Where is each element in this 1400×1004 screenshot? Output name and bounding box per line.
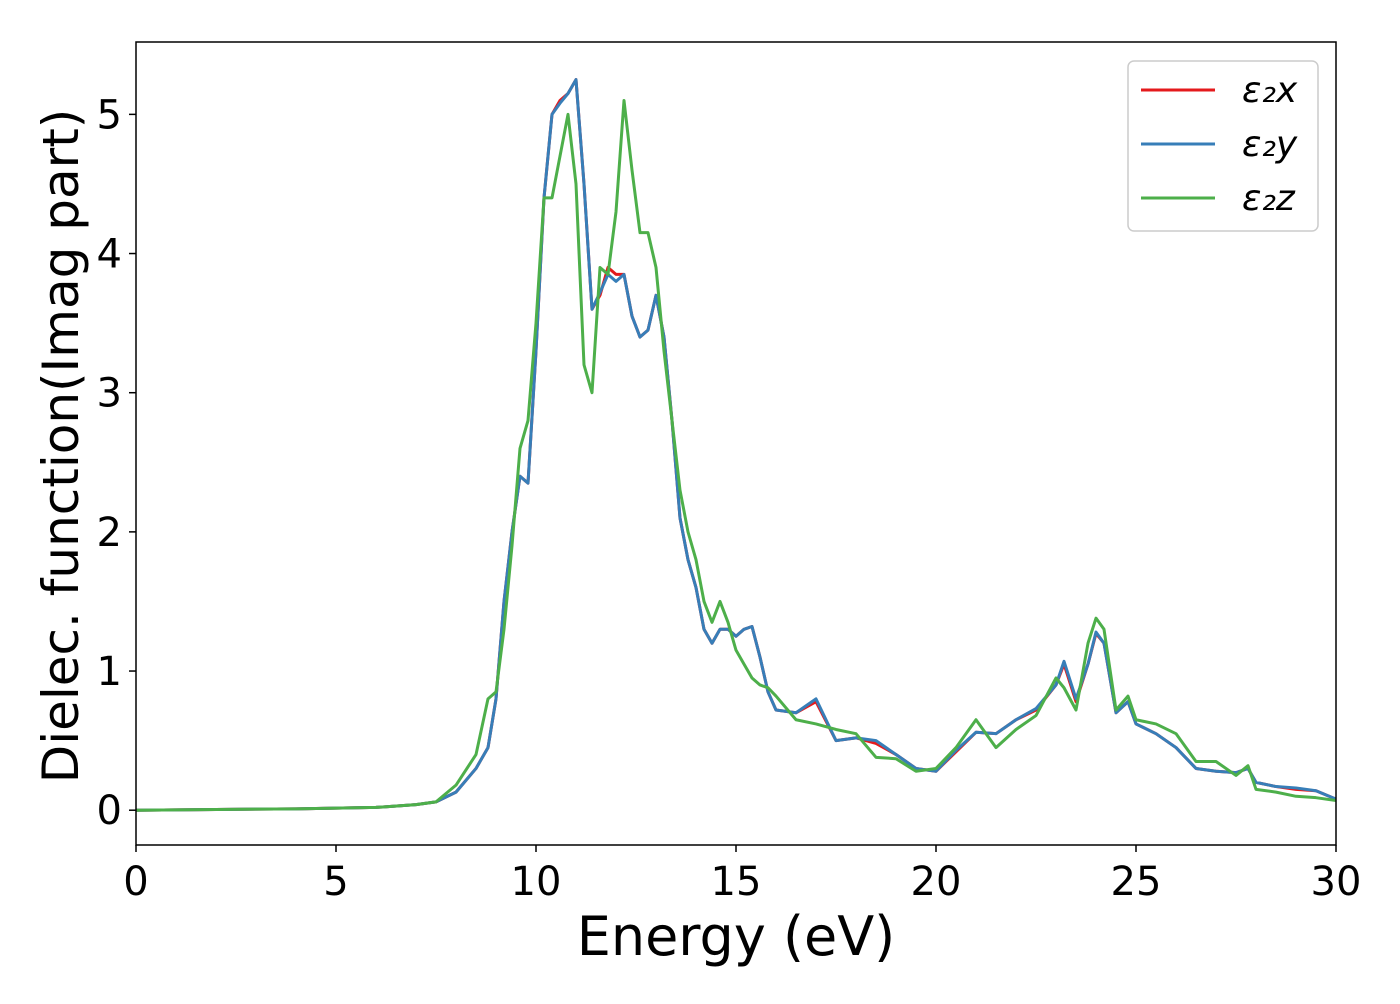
x-tick-label: 20 bbox=[911, 859, 962, 905]
y-tick-label: 2 bbox=[97, 510, 122, 556]
legend-box bbox=[1127, 60, 1319, 232]
x-axis-label: Energy (eV) bbox=[577, 905, 896, 968]
line-series bbox=[136, 98, 1336, 812]
x-tick-label: 10 bbox=[511, 859, 562, 905]
x-tick-label: 30 bbox=[1311, 859, 1362, 905]
y-axis-label: Dielec. function(Imag part) bbox=[32, 109, 90, 784]
x-tick-label: 25 bbox=[1111, 859, 1162, 905]
y-tick-label: 5 bbox=[97, 92, 122, 138]
x-tick-label: 5 bbox=[323, 859, 348, 905]
y-tick-label: 3 bbox=[97, 371, 122, 417]
x-tick-label: 0 bbox=[123, 859, 148, 905]
y-tick-label: 4 bbox=[97, 232, 122, 278]
y-tick-label: 1 bbox=[97, 649, 122, 695]
plot-frame bbox=[135, 41, 1337, 846]
x-tick-label: 15 bbox=[711, 859, 762, 905]
legend-label: ε₂y bbox=[1242, 124, 1298, 165]
legend-label: ε₂z bbox=[1242, 178, 1296, 219]
legend-label: ε₂x bbox=[1242, 70, 1298, 111]
y-tick-label: 0 bbox=[97, 788, 122, 834]
